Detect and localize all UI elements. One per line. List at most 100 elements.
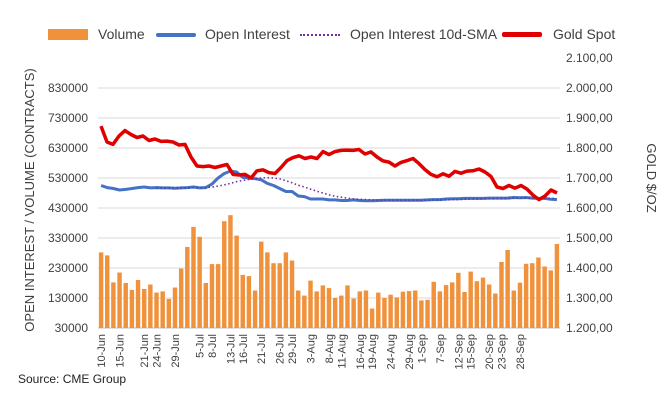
legend-key-gold-spot (502, 32, 542, 37)
volume-bar (185, 247, 190, 328)
left-axis-tick-label: 630000 (48, 141, 88, 155)
x-axis-tick-label: 5-Jul (195, 334, 207, 358)
left-axis-tick-label: 30000 (55, 321, 89, 335)
volume-bar (363, 290, 369, 328)
x-axis-tick-label: 15-Sep (466, 334, 478, 369)
right-axis-tick-label: 1.900,00 (566, 111, 613, 125)
volume-bar (406, 291, 412, 328)
volume-bar (320, 285, 326, 328)
volume-bar (172, 287, 178, 328)
volume-bar (234, 235, 239, 328)
x-axis-tick-label: 29-Aug (404, 334, 416, 369)
x-axis-tick-label: 29-Jul (287, 334, 299, 364)
volume-bar (141, 289, 147, 328)
volume-bar (135, 280, 141, 328)
volume-bar (222, 221, 227, 328)
chart-source: Source: CME Group (18, 372, 127, 386)
legend-label-open-interest-sma: Open Interest 10d-SMA (350, 26, 498, 42)
volume-bar (277, 263, 282, 328)
x-axis-tick-label: 28-Sep (515, 334, 527, 369)
volume-bar (203, 283, 209, 328)
volume-bar (326, 288, 332, 328)
x-axis-tick-label: 8-Jul (207, 334, 219, 358)
volume-bar (443, 285, 449, 328)
x-axis-tick-label: 24-Jun (152, 334, 164, 368)
volume-bar (388, 294, 393, 328)
volume-bar (105, 255, 110, 328)
volume-bar (191, 226, 196, 328)
x-axis-tick-label: 11-Aug (336, 334, 348, 369)
volume-bar (246, 276, 252, 328)
volume-bar (271, 263, 276, 328)
volume-bar (197, 236, 202, 328)
volume-bar (413, 290, 418, 328)
right-axis-ticks: 1.200,00 1.300,00 1.400,00 1.500,00 1.600,00… (566, 51, 613, 335)
chart-lines (99, 125, 558, 203)
x-axis-tick-label: 19-Aug (367, 334, 379, 369)
left-axis-tick-label: 830000 (48, 81, 88, 95)
volume-bar (259, 241, 264, 328)
volume-bar (289, 260, 295, 328)
volume-bar (394, 297, 399, 328)
volume-bar (129, 289, 135, 328)
legend-label-open-interest: Open Interest (205, 26, 290, 42)
right-axis-tick-label: 1.700,00 (566, 171, 613, 185)
volume-bar (345, 285, 350, 328)
volume-bar (369, 308, 375, 328)
x-axis-tick-label: 20-Sep (484, 334, 496, 369)
volume-bars (98, 215, 560, 328)
left-axis-tick-label: 430000 (48, 201, 88, 215)
volume-bar (542, 266, 547, 328)
left-axis-tick-label: 730000 (48, 111, 88, 125)
x-axis-tick-label: 24-Aug (386, 334, 398, 369)
volume-bar (517, 282, 523, 328)
volume-bar (357, 291, 363, 328)
volume-bar (431, 281, 436, 328)
volume-bar (154, 292, 159, 328)
left-axis-ticks: 30000 130000 230000 330000 430000 530000 63000… (48, 81, 88, 335)
right-axis-title: GOLD $/OZ (644, 143, 659, 212)
volume-bar (376, 292, 381, 328)
left-axis-tick-label: 530000 (48, 171, 88, 185)
left-axis-tick-label: 330000 (48, 231, 88, 245)
legend-label-gold-spot: Gold Spot (553, 26, 616, 42)
volume-bar (511, 290, 517, 328)
x-axis-tick-label: 26-Jul (275, 334, 287, 364)
volume-bar (505, 250, 510, 328)
volume-bar (123, 283, 128, 328)
volume-bar (437, 291, 443, 328)
x-axis-tick-label: 15-Jun (115, 334, 127, 368)
x-axis-tick-label: 21-Jul (256, 334, 268, 364)
volume-bar (308, 280, 313, 328)
x-axis-tick-label: 21-Jun (139, 334, 151, 368)
x-axis-tick-label: 16-Jul (238, 334, 250, 364)
right-axis-tick-label: 1.500,00 (566, 231, 613, 245)
legend-label-volume: Volume (98, 26, 145, 42)
volume-bar (98, 252, 104, 328)
volume-bar (148, 284, 153, 328)
volume-bar (332, 298, 338, 328)
right-axis-tick-label: 1.400,00 (566, 261, 613, 275)
volume-bar (314, 291, 319, 328)
x-axis-tick-label: 29-Jun (170, 334, 182, 368)
volume-bar (449, 282, 455, 328)
volume-bar (117, 272, 122, 328)
x-axis-tick-label: 13-Jul (225, 334, 237, 364)
volume-bar (339, 295, 344, 328)
x-axis-tick-label: 16-Aug (355, 334, 367, 369)
volume-bar (400, 291, 406, 328)
volume-bar (382, 298, 387, 328)
volume-bar (493, 293, 498, 328)
volume-bar (178, 268, 184, 328)
right-axis-tick-label: 1.300,00 (566, 291, 613, 305)
volume-bar (228, 215, 233, 328)
right-axis-tick-label: 1.200,00 (566, 321, 613, 335)
right-axis-tick-label: 2.000,00 (566, 81, 613, 95)
volume-bar (523, 263, 529, 328)
volume-bar (474, 281, 480, 328)
legend-key-open-interest (156, 33, 196, 37)
volume-bar (486, 284, 492, 328)
volume-bar (480, 277, 486, 328)
left-axis-tick-label: 130000 (48, 291, 88, 305)
